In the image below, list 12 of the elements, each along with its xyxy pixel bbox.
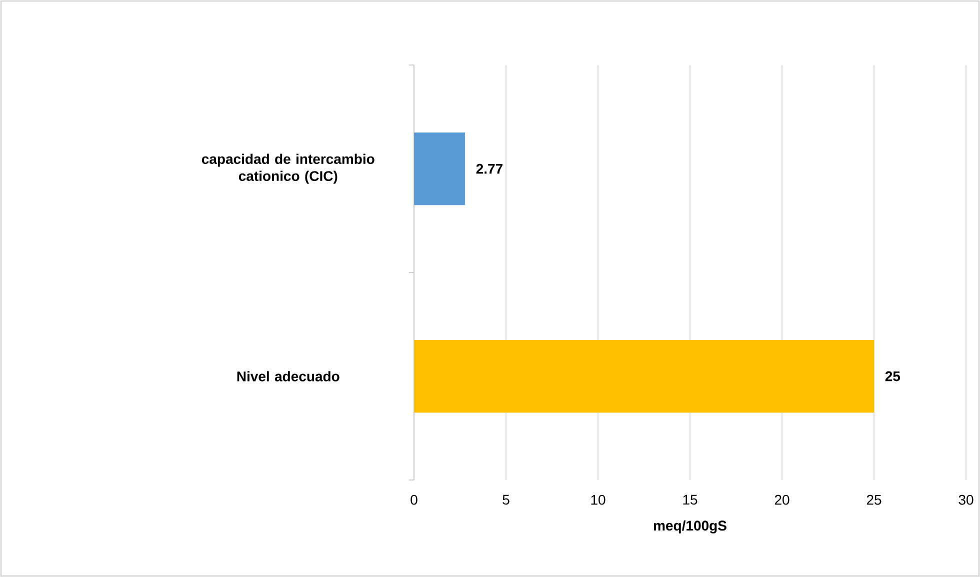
y-tick-label: Nivel adecuado [237, 371, 340, 382]
x-tick-label: 10 [591, 494, 606, 505]
x-tick-label: 25 [866, 494, 882, 505]
x-tick-label: 15 [683, 494, 698, 505]
x-tick-label: 20 [774, 494, 790, 505]
x-tick-label: 30 [958, 494, 974, 505]
x-tick-label: 0 [410, 494, 418, 505]
x-axis-title: meq/100gS [654, 520, 726, 534]
data-label: 2.77 [476, 164, 502, 174]
x-tick-label: 5 [502, 494, 510, 505]
data-label: 25 [885, 371, 900, 382]
y-tick-label: capacidad de intercambio cationico (CIC) [202, 154, 374, 184]
